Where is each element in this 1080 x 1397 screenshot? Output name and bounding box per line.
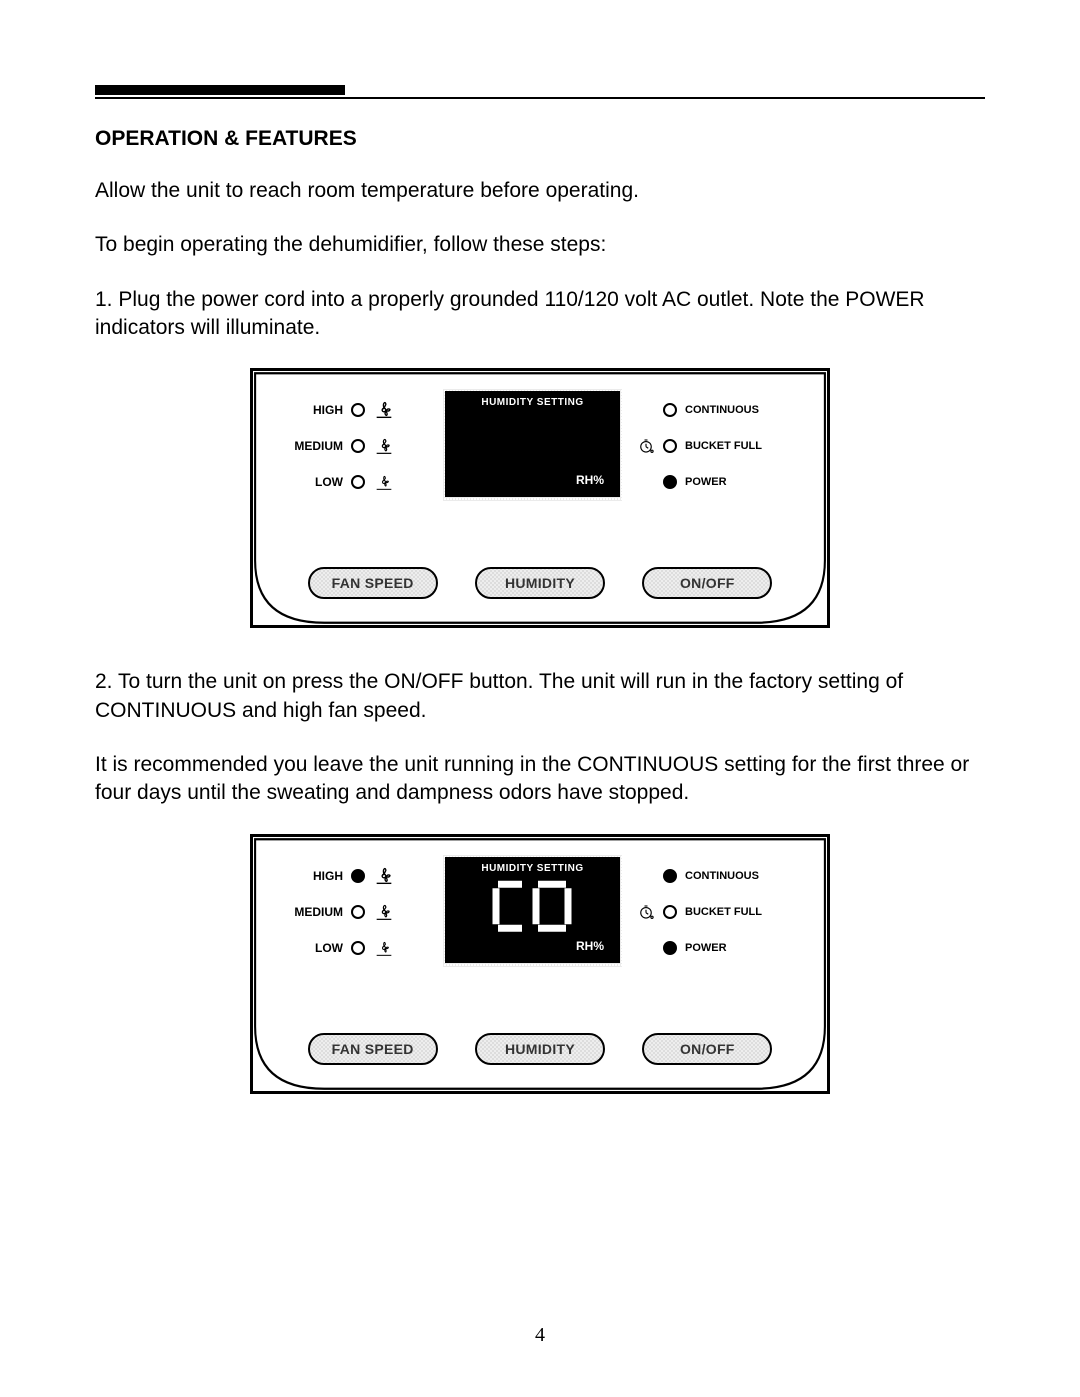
fan-icon <box>373 435 395 457</box>
humidity-display: HUMIDITY SETTING <box>445 857 620 963</box>
bucket-full-led <box>663 439 677 453</box>
display-digits <box>488 878 578 939</box>
display-rh-label: RH% <box>576 473 604 487</box>
fan-medium-led <box>351 905 365 919</box>
fan-low-label: LOW <box>293 475 343 489</box>
fan-icon <box>373 937 395 959</box>
header-divider-line <box>95 97 985 99</box>
fan-speed-indicators: HIGH MEDIUM LOW <box>293 399 433 507</box>
header-divider-bar <box>95 85 345 95</box>
continuous-led <box>663 403 677 417</box>
power-led <box>663 475 677 489</box>
power-led <box>663 941 677 955</box>
display-title: HUMIDITY SETTING <box>447 393 618 408</box>
bucket-full-led <box>663 905 677 919</box>
power-label: POWER <box>685 942 727 954</box>
fan-low-led <box>351 475 365 489</box>
fan-high-label: HIGH <box>293 869 343 883</box>
humidity-button: HUMIDITY <box>475 1033 605 1065</box>
fan-speed-button: FAN SPEED <box>308 1033 438 1065</box>
fan-high-led <box>351 403 365 417</box>
display-rh-label: RH% <box>576 939 604 953</box>
paragraph-5: It is recommended you leave the unit run… <box>95 751 985 808</box>
bucket-full-label: BUCKET FULL <box>685 906 762 918</box>
fan-speed-button: FAN SPEED <box>308 567 438 599</box>
fan-speed-indicators: HIGH MEDIUM LOW <box>293 865 433 973</box>
fan-low-led <box>351 941 365 955</box>
humidity-display: HUMIDITY SETTING RH% <box>445 391 620 497</box>
continuous-label: CONTINUOUS <box>685 404 759 416</box>
fan-high-led <box>351 869 365 883</box>
fan-icon <box>373 399 395 421</box>
paragraph-1: Allow the unit to reach room temperature… <box>95 177 985 205</box>
fan-high-label: HIGH <box>293 403 343 417</box>
bucket-full-label: BUCKET FULL <box>685 440 762 452</box>
page-number: 4 <box>535 1324 545 1347</box>
fan-icon <box>373 901 395 923</box>
section-title: OPERATION & FEATURES <box>95 127 985 151</box>
humidity-button: HUMIDITY <box>475 567 605 599</box>
status-indicators: CONTINUOUS BUCKET FULL POWER <box>637 399 797 507</box>
display-title: HUMIDITY SETTING <box>447 859 618 874</box>
control-panel-diagram-1: HIGH MEDIUM LOW HUMIDITY SETTING <box>250 368 830 628</box>
paragraph-4: 2. To turn the unit on press the ON/OFF … <box>95 668 985 725</box>
fan-icon <box>373 865 395 887</box>
status-indicators: CONTINUOUS BUCKET FULL POWER <box>637 865 797 973</box>
fan-medium-led <box>351 439 365 453</box>
control-panel-diagram-2: HIGH MEDIUM LOW HUMIDITY SETTING <box>250 834 830 1094</box>
continuous-label: CONTINUOUS <box>685 870 759 882</box>
power-label: POWER <box>685 476 727 488</box>
paragraph-3: 1. Plug the power cord into a properly g… <box>95 286 985 343</box>
continuous-led <box>663 869 677 883</box>
fan-low-label: LOW <box>293 941 343 955</box>
fan-icon <box>373 471 395 493</box>
paragraph-2: To begin operating the dehumidifier, fol… <box>95 231 985 259</box>
timer-icon <box>637 903 655 921</box>
timer-icon <box>637 437 655 455</box>
on-off-button: ON/OFF <box>642 1033 772 1065</box>
fan-medium-label: MEDIUM <box>293 905 343 919</box>
fan-medium-label: MEDIUM <box>293 439 343 453</box>
on-off-button: ON/OFF <box>642 567 772 599</box>
